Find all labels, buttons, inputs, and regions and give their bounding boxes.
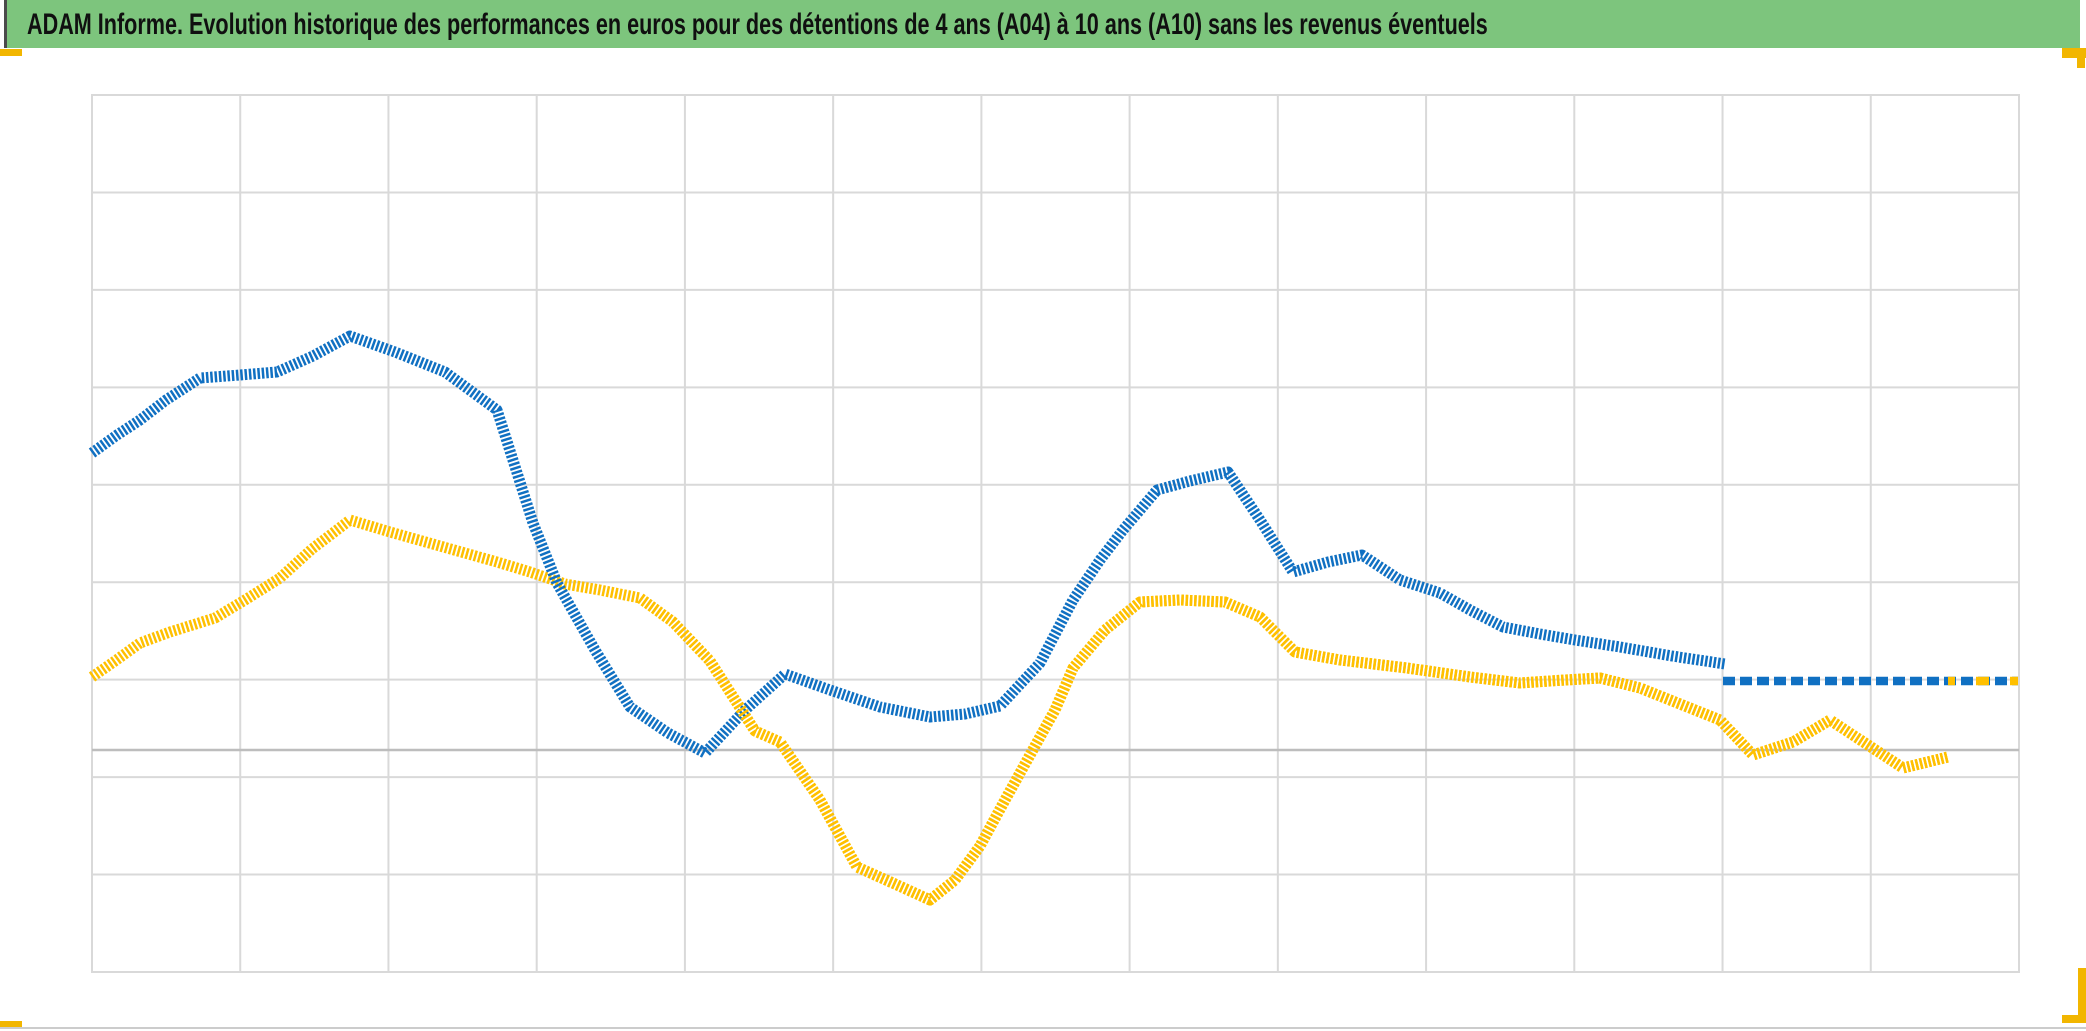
header-left-edge (4, 0, 7, 48)
chart-title: ADAM Informe. Evolution historique des p… (27, 8, 1488, 41)
selection-handle-bottom-left[interactable] (0, 1021, 22, 1028)
selection-handle-top-left[interactable] (0, 49, 22, 56)
selection-handle-bottom-right[interactable] (2078, 968, 2086, 1023)
chart-title-bar: ADAM Informe. Evolution historique des p… (7, 0, 2080, 48)
screen-bottom-border (0, 1027, 2086, 1029)
selection-handle-top-right-nub[interactable] (2077, 58, 2085, 68)
gold-series-line-overlay (640, 592, 1950, 906)
gold-series-line (88, 514, 1950, 906)
selection-handle-top-right[interactable] (2062, 48, 2086, 58)
blue-series-line (88, 330, 1726, 759)
plot-border (91, 94, 2020, 973)
selection-handle-bottom-right-foot[interactable] (2062, 1015, 2086, 1023)
